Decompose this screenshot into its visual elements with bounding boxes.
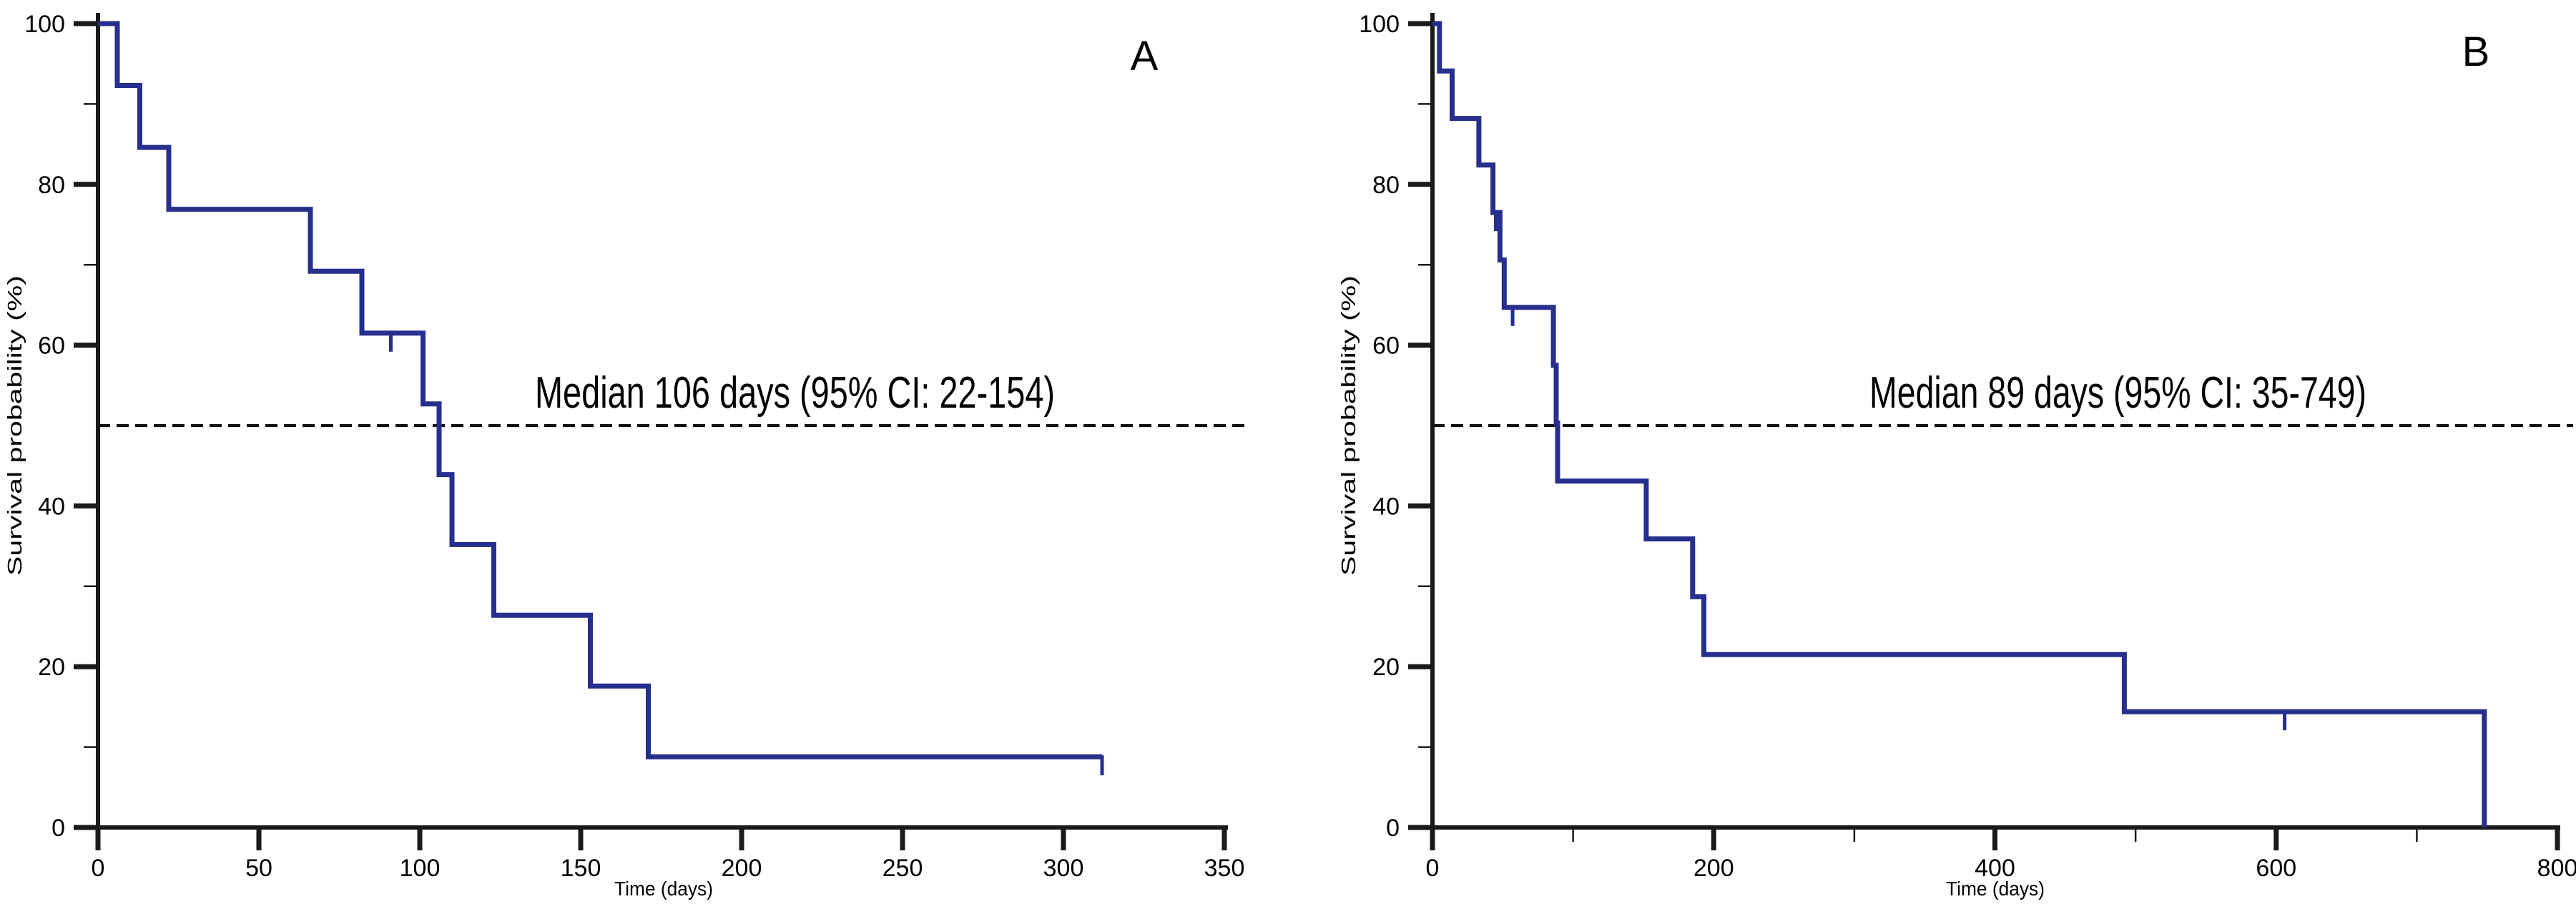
y-tick-label: 40 — [38, 493, 65, 520]
x-tick-label: 200 — [1693, 855, 1734, 882]
x-tick-label: 150 — [561, 855, 601, 882]
panel-a-letter: A — [1131, 33, 1159, 79]
panel-b: 0 20 40 60 80 100 0 200 400 600 800 B Median 89 da… — [1337, 11, 2576, 900]
y-tick-label: 0 — [1386, 815, 1400, 842]
x-tick-label: 100 — [400, 855, 441, 882]
x-tick-label: 200 — [722, 855, 762, 882]
y-tick-label: 0 — [51, 815, 65, 842]
x-tick-label: 0 — [1426, 855, 1440, 882]
panel-b-letter: B — [2462, 29, 2490, 75]
panel-b-x-axis-title: Time (days) — [1946, 878, 2045, 900]
y-tick-label: 20 — [38, 654, 65, 681]
x-tick-label: 250 — [883, 855, 923, 882]
panel-a-y-axis-title: Survival probability (%) — [4, 275, 26, 576]
panel-a-axes-and-curve: 0 20 40 60 80 100 0 50 100 150 200 250 300 350 — [24, 11, 1249, 882]
x-tick-label: 300 — [1043, 855, 1084, 882]
panel-a: 0 20 40 60 80 100 0 50 100 150 200 250 300 350 A Medi… — [4, 11, 1249, 900]
y-tick-label: 100 — [1359, 11, 1400, 38]
panel-a-x-axis-title: Time (days) — [614, 878, 713, 900]
panel-b-axes-and-curve: 0 20 40 60 80 100 0 200 400 600 800 — [1359, 11, 2576, 882]
x-tick-label: 800 — [2537, 855, 2576, 882]
y-tick-label: 40 — [1372, 493, 1400, 520]
y-tick-label: 20 — [1372, 654, 1400, 681]
survival-curve — [1432, 21, 2487, 827]
y-tick-label: 80 — [1372, 172, 1400, 199]
panel-b-median-annotation: Median 89 days (95% CI: 35-749) — [1869, 368, 2366, 418]
x-tick-label: 400 — [1975, 855, 2015, 882]
x-tick-label: 600 — [2256, 855, 2296, 882]
y-tick-label: 60 — [38, 333, 65, 360]
panel-b-y-axis-title: Survival probability (%) — [1337, 275, 1360, 576]
y-tick-label: 100 — [24, 11, 65, 38]
survival-curve — [98, 21, 1102, 760]
x-tick-label: 50 — [245, 855, 272, 882]
x-tick-label: 0 — [92, 855, 105, 882]
panel-a-median-annotation: Median 106 days (95% CI: 22-154) — [535, 368, 1055, 418]
y-tick-label: 60 — [1372, 333, 1400, 360]
x-tick-label: 350 — [1204, 855, 1245, 882]
y-tick-label: 80 — [38, 172, 65, 199]
